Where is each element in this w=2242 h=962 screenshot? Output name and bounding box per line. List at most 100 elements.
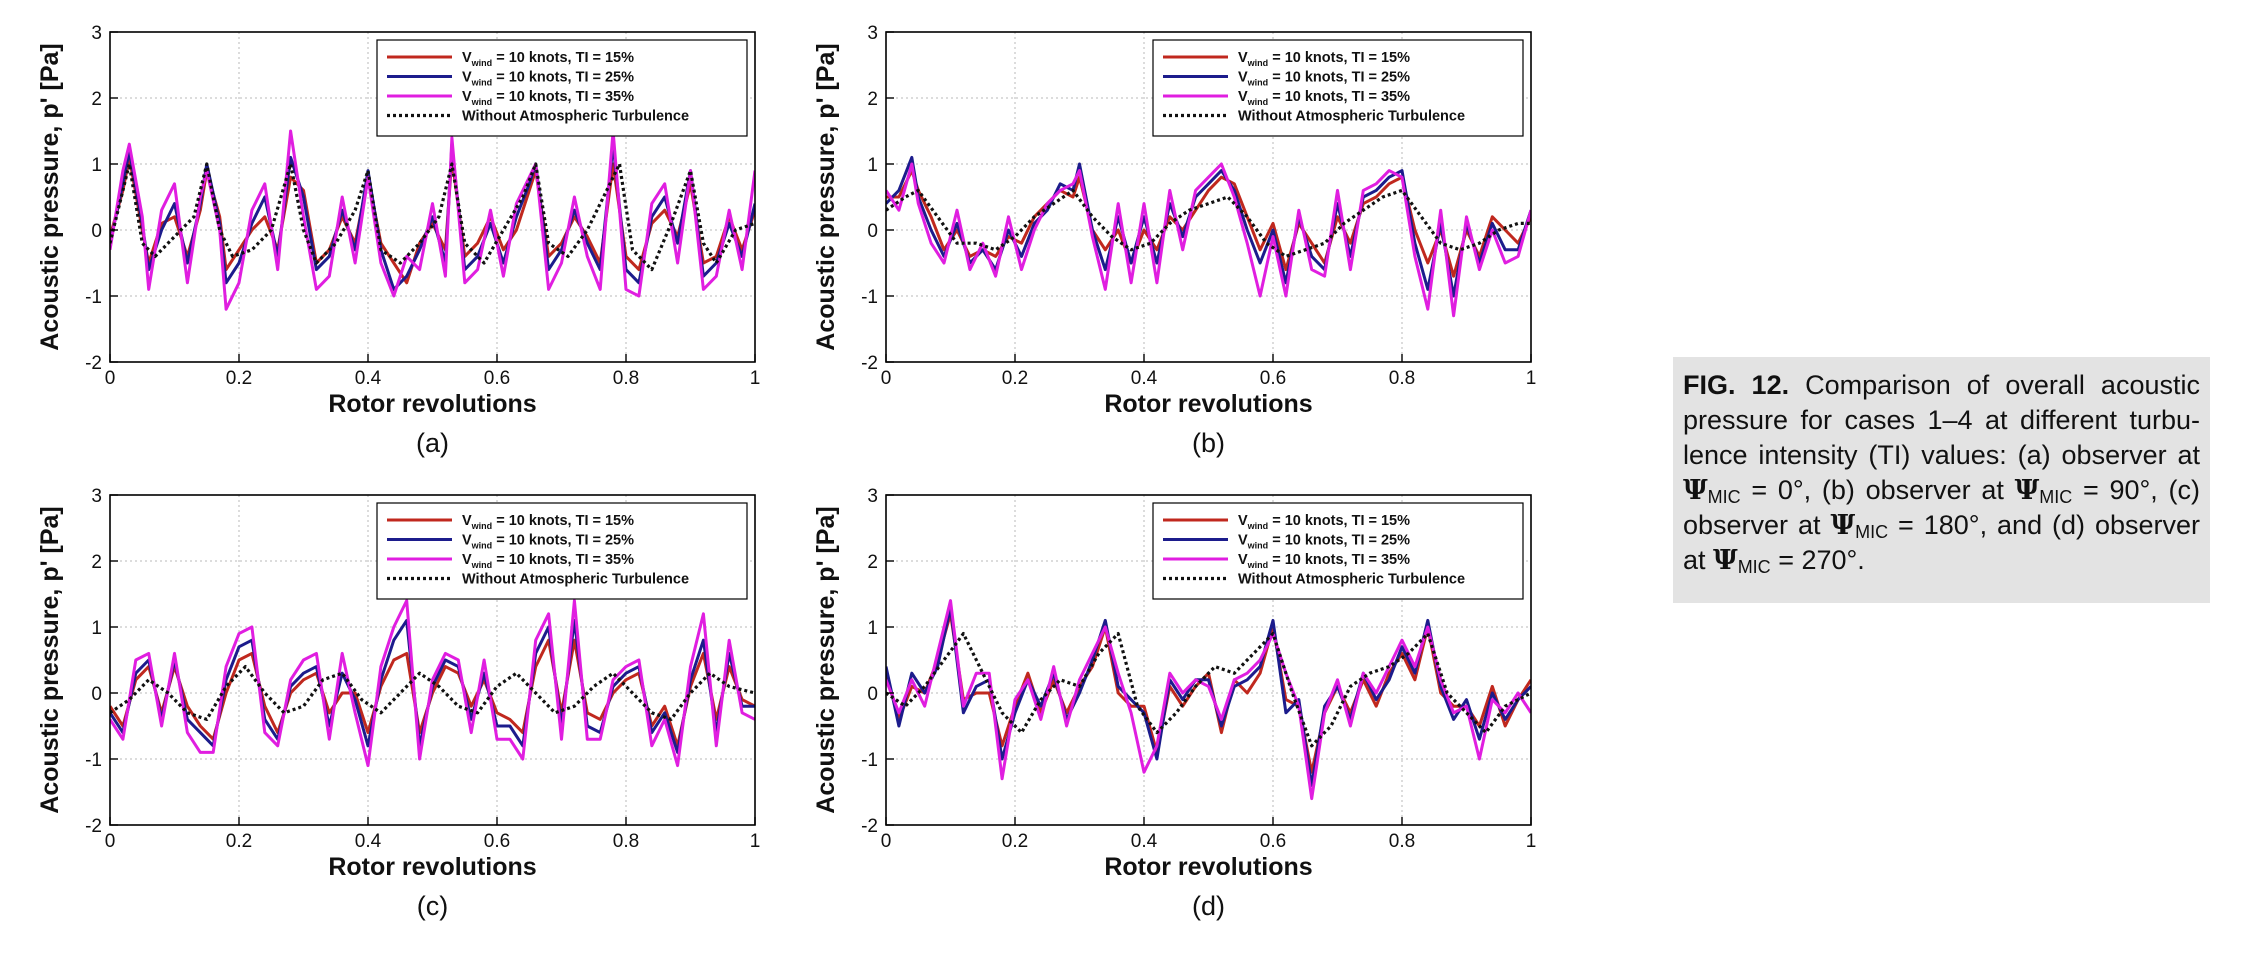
y-tick-label: 3 [91,486,102,507]
y-tick-label: 1 [867,618,878,639]
chart-legend: Vwind = 10 knots, TI = 15% Vwind = 10 kno… [1152,39,1524,137]
x-tick-label: 1 [1526,368,1537,389]
series-line-3 [110,599,755,768]
y-axis-label: Acoustic pressure, p' [Pa] [36,43,64,350]
plot-frame [885,494,1532,826]
psi-symbol-d: Ψ [1713,545,1738,576]
y-tick-label: -2 [85,816,102,837]
chart-panel-b: 0 0.2 0.4 0.6 0.8 1 -2 -1 0 1 2 3 Rotor revolutions A… [812,23,1536,458]
chart-panel-c: 0 0.2 0.4 0.6 0.8 1 -2 -1 0 1 2 3 Rotor revolutions A… [36,486,760,921]
plot-frame [109,494,756,826]
legend-label-2: Vwind = 10 knots, TI = 25% [462,70,634,88]
plot-frame [109,31,756,363]
panel-label-b: (b) [1192,428,1225,458]
legend-label-4: Without Atmospheric Turbulence [1238,109,1465,125]
x-tick-label: 0 [105,831,116,852]
x-tick-label: 0.8 [613,368,639,389]
y-tick-label: 2 [867,552,878,573]
x-tick-label: 0 [881,831,892,852]
x-tick-label: 1 [750,368,761,389]
caption-part-b: = 90°, (c) observer at [1683,475,2200,540]
series-line-4 [886,632,1531,748]
series-line-4 [110,665,755,721]
x-tick-label: 0.4 [355,831,382,852]
caption-part-c: = 180°, and (d) observer at [1683,510,2201,575]
legend-label-1: Vwind = 10 knots, TI = 15% [1238,513,1410,531]
x-tick-label: 0.4 [1131,368,1158,389]
series-line-3 [886,599,1531,801]
plot-frame [885,31,1532,363]
panel-label-a: (a) [416,428,449,458]
x-axis-label: Rotor revolutions [1104,390,1312,418]
panel-label-c: (c) [417,891,448,921]
y-axis-label: Acoustic pressure, p' [Pa] [812,506,840,813]
x-tick-label: 0.4 [355,368,382,389]
y-axis-label: Acoustic pressure, p' [Pa] [812,43,840,350]
legend-label-3: Vwind = 10 knots, TI = 35% [462,552,634,570]
series-line-1 [886,612,1531,774]
chart-panel-d: 0 0.2 0.4 0.6 0.8 1 -2 -1 0 1 2 3 Rotor revolutions A… [812,486,1536,921]
y-tick-label: 0 [91,221,102,242]
figure-svg: 0 0.2 0.4 0.6 0.8 1 -2 -1 0 1 2 3 Rotor revolutions A… [36,23,1536,921]
panel-label-d: (d) [1192,891,1225,921]
chart-panel-a: 0 0.2 0.4 0.6 0.8 1 -2 -1 0 1 2 3 Rotor revolutions A… [36,23,760,458]
x-axis-label: Rotor revolutions [1104,853,1312,881]
y-tick-label: -1 [861,750,878,771]
figure-panels: 0 0.2 0.4 0.6 0.8 1 -2 -1 0 1 2 3 Rotor revolutions A… [36,23,1536,921]
x-tick-label: 0.6 [1260,368,1286,389]
caption-part-d: = 270°. [1770,545,1865,575]
legend-label-4: Without Atmospheric Turbulence [462,572,689,588]
series-line-4 [110,162,755,272]
legend-label-2: Vwind = 10 knots, TI = 25% [1238,70,1410,88]
psi-symbol-c: Ψ [1830,510,1856,541]
x-tick-label: 0 [105,368,116,389]
caption-label: FIG. 12. [1683,370,1790,400]
legend-label-3: Vwind = 10 knots, TI = 35% [1238,552,1410,570]
y-tick-label: 2 [91,89,102,110]
x-tick-label: 0.6 [484,831,510,852]
psi-symbol-a: Ψ [1683,475,1708,506]
y-tick-label: 3 [867,486,878,507]
y-tick-label: 0 [91,684,102,705]
x-tick-label: 0 [881,368,892,389]
x-tick-label: 0.6 [1260,831,1286,852]
legend-label-1: Vwind = 10 knots, TI = 15% [462,50,634,68]
y-tick-label: -1 [85,750,102,771]
y-tick-label: 3 [91,23,102,44]
legend-label-1: Vwind = 10 knots, TI = 15% [1238,50,1410,68]
x-tick-label: 0.2 [226,831,252,852]
y-tick-label: 1 [91,155,102,176]
y-tick-label: -2 [861,353,878,374]
caption-part-a: = 0°, (b) observer at [1740,475,2015,505]
y-tick-label: 1 [867,155,878,176]
legend-label-3: Vwind = 10 knots, TI = 35% [462,89,634,107]
x-tick-label: 0.8 [1389,831,1415,852]
x-tick-label: 1 [1526,831,1537,852]
x-axis-label: Rotor revolutions [328,853,536,881]
x-tick-label: 0.6 [484,368,510,389]
psi-symbol-b: Ψ [2014,475,2040,506]
psi-sub-c: MIC [1855,522,1889,542]
y-tick-label: 1 [91,618,102,639]
y-tick-label: -1 [861,287,878,308]
psi-sub-b: MIC [2039,487,2073,507]
series-line-4 [886,188,1531,258]
legend-label-3: Vwind = 10 knots, TI = 35% [1238,89,1410,107]
series-line-1 [886,169,1531,278]
chart-legend: Vwind = 10 knots, TI = 15% Vwind = 10 kno… [376,502,748,600]
legend-label-4: Without Atmospheric Turbulence [462,109,689,125]
figure-caption: FIG. 12. Comparison of overall acoustic … [1673,357,2210,603]
y-tick-label: -1 [85,287,102,308]
legend-label-4: Without Atmospheric Turbulence [1238,572,1465,588]
x-tick-label: 0.8 [613,831,639,852]
x-tick-label: 0.2 [1002,368,1028,389]
x-tick-label: 0.8 [1389,368,1415,389]
y-axis-label: Acoustic pressure, p' [Pa] [36,506,64,813]
y-tick-label: 0 [867,221,878,242]
legend-label-2: Vwind = 10 knots, TI = 25% [1238,533,1410,551]
y-tick-label: 0 [867,684,878,705]
y-tick-label: -2 [85,353,102,374]
legend-label-1: Vwind = 10 knots, TI = 15% [462,513,634,531]
chart-legend: Vwind = 10 knots, TI = 15% Vwind = 10 kno… [376,39,748,137]
y-tick-label: 3 [867,23,878,44]
